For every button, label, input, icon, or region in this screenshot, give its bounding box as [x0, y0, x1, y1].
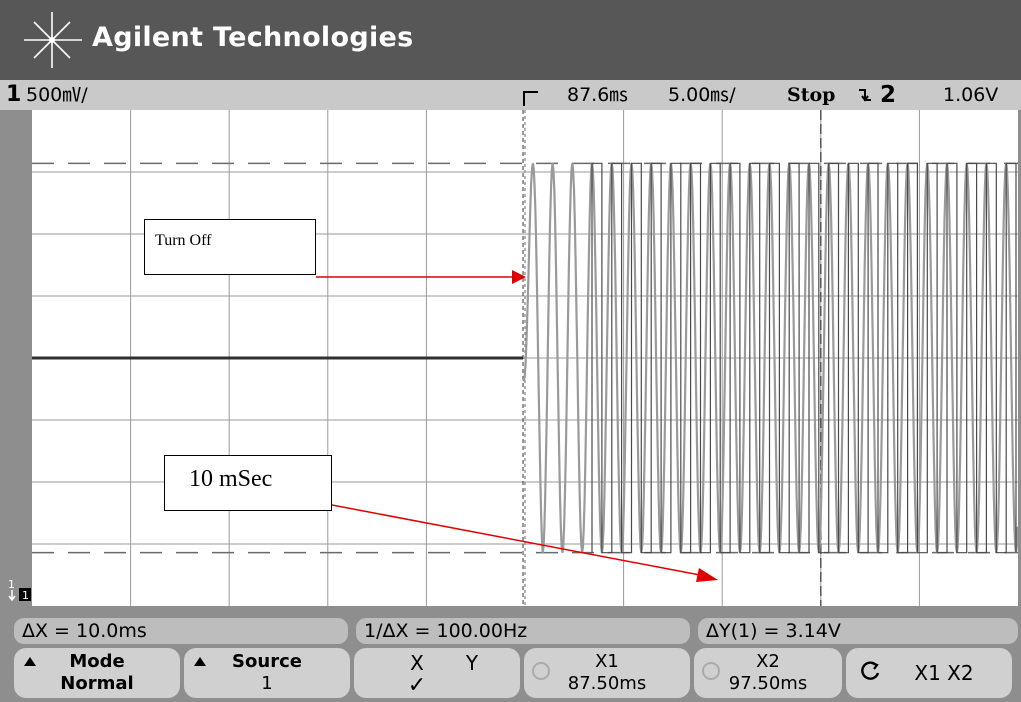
x1-cursor-softkey[interactable]: X1 87.50ms	[524, 648, 690, 698]
mode-softkey[interactable]: Mode Normal	[14, 648, 180, 698]
softkey-row: Mode Normal Source 1 X Y ✓ X1 87.50ms X2…	[0, 648, 1021, 702]
trigger-level: 1.06V	[943, 84, 999, 106]
waveform-plot	[32, 110, 1018, 606]
source-value: 1	[261, 673, 273, 694]
ground-marker-badge: 1	[22, 589, 29, 602]
traces	[32, 162, 1018, 554]
x1-x2-softkey[interactable]: X1 X2	[846, 648, 1012, 698]
run-state: Stop	[787, 84, 836, 106]
brand-name: Agilent Technologies	[92, 22, 414, 53]
waveform-display	[32, 110, 1018, 606]
up-arrow-icon	[194, 657, 206, 666]
x1-label: X1	[595, 651, 619, 672]
status-bar: 1 500㎷/ 87.6㎳ 5.00㎳/ Stop 2 1.06V	[0, 80, 1021, 110]
ground-marker-number: 1	[8, 578, 15, 591]
brand-banner: Agilent Technologies	[0, 0, 1021, 80]
channel-number: 1	[6, 82, 22, 107]
entry-knob-icon	[532, 662, 550, 680]
x2-label: X2	[756, 651, 780, 672]
y-mode-label: Y	[465, 651, 479, 675]
channel-marker-strip	[0, 110, 32, 606]
up-arrow-icon	[24, 657, 36, 666]
falling-edge-trigger-icon	[859, 89, 871, 102]
ten-msec-arrow-line	[331, 504, 701, 576]
trigger-source: 2	[880, 82, 897, 108]
delta-y-readout: ΔY(1) = 3.14V	[698, 618, 1018, 644]
agilent-spark-logo-icon	[24, 12, 82, 68]
xy-softkey[interactable]: X Y ✓	[354, 648, 520, 698]
source-label: Source	[232, 651, 302, 672]
turn-off-arrow-head	[512, 270, 526, 284]
channel-ground-marker-icon: 1 1	[8, 578, 31, 602]
time-per-div: 5.00㎳/	[668, 84, 736, 106]
x2-cursor-softkey[interactable]: X2 97.50ms	[694, 648, 842, 698]
delta-x-readout: ΔX = 10.0ms	[14, 618, 348, 644]
measurement-bar: ΔX = 10.0ms 1/ΔX = 100.00Hz ΔY(1) = 3.14…	[0, 616, 1021, 646]
annotation-turn-off: Turn Off	[144, 219, 316, 275]
mode-label: Mode	[69, 651, 125, 672]
x-selected-check-icon: ✓	[407, 673, 427, 698]
source-softkey[interactable]: Source 1	[184, 648, 350, 698]
trigger-position-icon	[523, 91, 538, 106]
trigger-delay: 87.6㎳	[567, 84, 629, 106]
square-trace	[591, 162, 1017, 554]
x-mode-label: X	[410, 651, 424, 675]
reference-levels	[32, 162, 1018, 554]
ten-msec-arrow-head	[696, 568, 718, 582]
mode-value: Normal	[60, 673, 134, 694]
entry-knob-icon	[702, 662, 720, 680]
volts-per-div: 500㎷/	[26, 84, 88, 106]
x1-x2-label: X1 X2	[914, 661, 974, 685]
rotate-knob-icon	[861, 661, 880, 680]
x2-value: 97.50ms	[728, 673, 808, 694]
annotation-arrows	[316, 270, 718, 582]
x1-value: 87.50ms	[567, 673, 647, 694]
inverse-delta-x-readout: 1/ΔX = 100.00Hz	[356, 618, 690, 644]
annotation-10-msec: 10 mSec	[164, 455, 332, 511]
oscillation-trace	[521, 163, 1018, 553]
